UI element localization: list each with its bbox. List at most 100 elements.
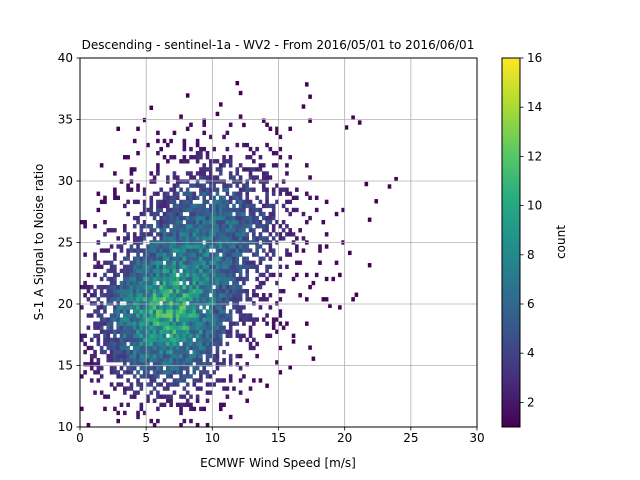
heat-cell: [222, 179, 226, 184]
heat-cell: [126, 345, 130, 351]
heat-cell: [202, 345, 207, 351]
heat-cell: [218, 317, 223, 322]
heat-cell: [248, 215, 253, 221]
heat-cell: [209, 228, 213, 233]
heat-cell: [185, 341, 190, 347]
heat-cell: [218, 276, 223, 282]
heat-cell: [195, 248, 200, 253]
heat-cell: [109, 349, 114, 355]
heat-cell: [149, 301, 154, 306]
heat-cell: [291, 195, 296, 200]
heat-cell: [228, 159, 233, 164]
heat-cell: [192, 155, 197, 160]
heat-cell: [80, 219, 84, 225]
heat-cell: [185, 305, 190, 310]
heat-cell: [129, 179, 134, 184]
heat-cell: [261, 280, 266, 286]
heat-cell: [205, 325, 210, 330]
heat-cell: [278, 288, 283, 294]
heat-cell: [192, 191, 197, 196]
heat-cell: [232, 244, 236, 249]
heat-cell-outlier: [351, 115, 355, 120]
heat-cell: [189, 256, 193, 261]
heat-cell: [288, 252, 293, 257]
heat-cell: [265, 321, 269, 326]
heat-cell: [215, 175, 220, 180]
heat-cell: [156, 349, 160, 355]
heat-cell: [136, 236, 140, 241]
colorbar-tick-label: 10: [527, 199, 542, 213]
heat-cell: [129, 288, 134, 294]
heat-cell: [149, 207, 154, 213]
heat-cell: [142, 232, 147, 237]
heat-cell: [142, 362, 147, 367]
heat-cell: [278, 236, 283, 241]
heat-cell: [142, 191, 147, 196]
heat-cell: [321, 219, 326, 225]
heat-cell: [169, 374, 173, 379]
heat-cell: [172, 268, 177, 274]
heat-cell: [142, 256, 147, 261]
heat-cell: [195, 256, 200, 261]
heat-cell: [93, 362, 97, 367]
heat-cell: [222, 268, 226, 274]
heat-cell: [175, 268, 180, 274]
heat-cell: [129, 284, 134, 290]
heat-cell: [146, 301, 150, 306]
heat-cell: [132, 349, 137, 355]
heat-cell: [179, 232, 183, 237]
heat-cell: [218, 333, 223, 338]
heat-cell: [175, 313, 180, 318]
heat-cell: [119, 345, 124, 351]
heat-cell: [166, 159, 170, 164]
heat-cell: [146, 284, 150, 290]
heat-cell: [172, 297, 177, 302]
heat-cell: [166, 362, 170, 367]
heat-cell: [261, 183, 266, 188]
heat-cell: [182, 394, 187, 399]
heat-cell: [271, 211, 276, 217]
heat-cell: [123, 370, 127, 375]
heat-cell: [205, 272, 210, 278]
heat-cell: [96, 191, 101, 196]
heat-cell: [209, 321, 213, 326]
heat-cell: [265, 171, 269, 176]
heat-cell: [192, 215, 197, 221]
heat-cell: [285, 187, 289, 192]
heat-cell: [132, 138, 137, 144]
heat-cell: [265, 215, 269, 221]
heat-cell: [265, 122, 269, 127]
heat-cell: [149, 297, 154, 302]
heat-cell: [129, 394, 134, 399]
heat-cell: [212, 276, 216, 282]
heat-cell: [232, 219, 236, 225]
heat-cell: [209, 211, 213, 217]
heat-cell: [235, 297, 240, 302]
heat-cell: [175, 232, 180, 237]
heat-cell: [215, 248, 220, 253]
heat-cell: [136, 268, 140, 274]
heat-cell: [202, 187, 207, 192]
heat-cell: [139, 341, 144, 347]
heat-cell: [209, 341, 213, 347]
heat-cell: [189, 215, 193, 221]
heat-cell: [205, 390, 210, 395]
heat-cell: [242, 142, 246, 148]
heat-cell: [245, 244, 250, 249]
heat-cell: [209, 260, 213, 265]
heat-cell: [199, 183, 203, 188]
heat-cell: [172, 175, 177, 180]
heat-cell: [175, 293, 180, 298]
heat-cell: [109, 228, 114, 233]
heat-cell: [152, 297, 157, 302]
heat-cell: [175, 284, 180, 290]
heat-cell: [136, 313, 140, 318]
heat-cell: [232, 305, 236, 310]
heat-cell: [179, 199, 183, 205]
heat-cell: [209, 297, 213, 302]
heat-cell: [139, 362, 144, 367]
heat-cell: [179, 215, 183, 221]
heat-cell: [109, 358, 114, 363]
heat-cell: [185, 345, 190, 351]
heat-cell: [129, 301, 134, 306]
